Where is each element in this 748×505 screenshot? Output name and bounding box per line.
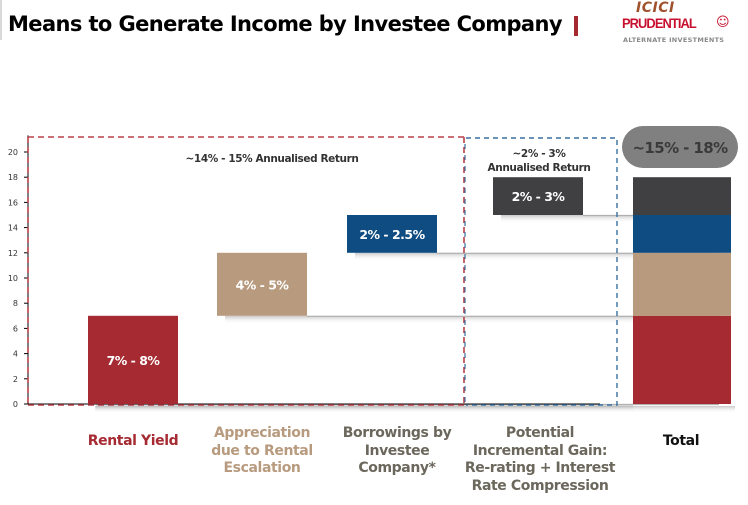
incremental-return-dashed-box <box>466 137 618 406</box>
category-label: Rental Yield <box>68 433 198 451</box>
bar-4 <box>493 177 583 215</box>
total-segment-3 <box>633 215 731 253</box>
y-tick-label: 6 <box>13 324 18 333</box>
bar-3 <box>347 215 437 253</box>
category-label-line: Investee <box>364 442 430 459</box>
incremental-return-annotation-line1: ~2% - 3% <box>513 148 567 160</box>
y-tick-label: 20 <box>8 148 18 157</box>
y-tick-label: 4 <box>13 350 18 359</box>
lion-face-icon: ☺ <box>716 15 730 30</box>
category-label-line: Rental Yield <box>87 433 179 449</box>
base-shadow <box>95 406 735 413</box>
y-tick-label: 8 <box>13 299 18 308</box>
category-label: Total <box>626 433 736 451</box>
logo-line-alternate: ALTERNATE INVESTMENTS <box>623 36 725 44</box>
total-badge <box>622 126 738 168</box>
y-tick-label: 18 <box>8 173 18 182</box>
y-tick-label: 0 <box>13 400 18 409</box>
page-title: Means to Generate Income by Investee Com… <box>8 12 563 36</box>
category-label-line: due to Rental <box>211 442 313 459</box>
category-label-line: Escalation <box>223 460 301 476</box>
category-label: Appreciation due to Rental Escalation <box>197 425 327 478</box>
connector-shadow <box>501 215 633 223</box>
bar-value-label: 2% - 3% <box>512 189 566 204</box>
total-segment-2 <box>633 252 731 316</box>
category-label-line: Company* <box>358 460 436 476</box>
bar-value-label: 2% - 2.5% <box>359 227 425 242</box>
category-label-line: Borrowings by <box>342 425 452 441</box>
category-label-line: Rate Compression <box>471 477 609 494</box>
bar-value-label: 4% - 5% <box>236 277 290 292</box>
logo-line-icici: ICICI <box>636 0 675 16</box>
category-label: Borrowings by Investee Company* <box>332 425 462 478</box>
bar-2 <box>217 252 307 316</box>
incremental-return-annotation-line2: Annualised Return <box>488 162 591 174</box>
category-label-line: Incremental Gain: <box>472 442 608 459</box>
connector-shadow <box>355 252 633 261</box>
category-label-line: Appreciation <box>213 425 311 441</box>
core-return-annotation: ~14% - 15% Annualised Return <box>186 153 359 165</box>
y-tick-label: 16 <box>8 198 18 207</box>
title-accent-bar <box>574 16 578 36</box>
logo-line-prudential: PRUDENTIAL <box>622 15 697 31</box>
category-label-line: Total <box>662 433 700 449</box>
bar-value-label: 7% - 8% <box>107 353 161 368</box>
y-tick-label: 10 <box>8 274 18 283</box>
company-logo: ICICI PRUDENTIAL ☺ ALTERNATE INVESTMENTS <box>622 0 744 48</box>
total-segment-1 <box>633 315 731 404</box>
total-badge-label: ~15% - 18% <box>632 139 728 157</box>
y-tick-label: 2 <box>13 375 18 384</box>
connector-shadow <box>225 315 633 324</box>
bar-1 <box>88 315 178 404</box>
y-tick-label: 12 <box>8 249 18 258</box>
left-edge-decoration <box>0 0 2 40</box>
y-tick-label: 14 <box>8 224 18 233</box>
total-segment-4 <box>633 177 731 215</box>
category-label: Potential Incremental Gain: Re-rating + In… <box>460 425 620 495</box>
category-label-line: Re-rating + Interest <box>464 460 616 476</box>
category-label-line: Potential <box>505 425 575 441</box>
